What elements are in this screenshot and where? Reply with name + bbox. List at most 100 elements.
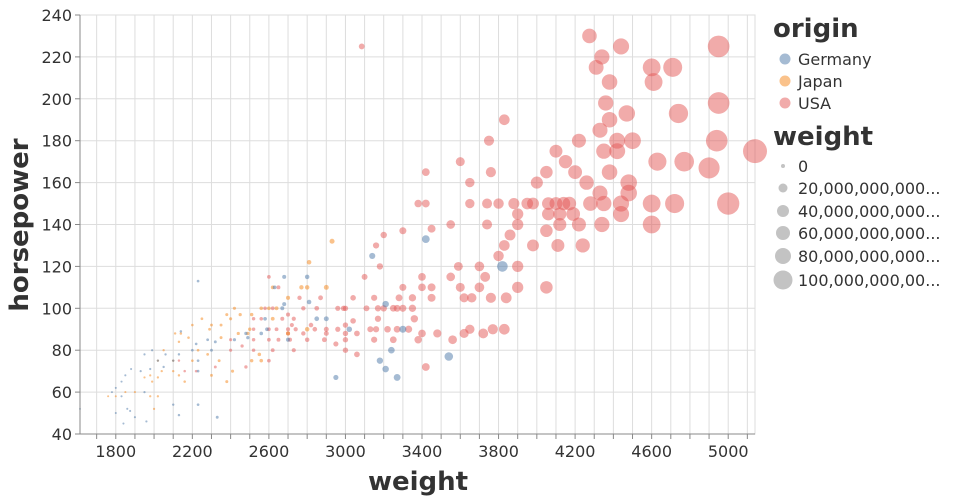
- point-germany: [177, 353, 181, 356]
- point-germany: [304, 274, 310, 280]
- point-japan: [285, 331, 291, 336]
- point-usa: [404, 325, 413, 333]
- point-germany: [177, 413, 181, 417]
- point-japan: [225, 380, 229, 384]
- y-axis-title: horsepower: [5, 138, 35, 311]
- point-usa: [389, 336, 397, 344]
- point-usa: [194, 369, 198, 373]
- point-japan: [210, 373, 213, 377]
- point-usa: [485, 167, 496, 178]
- point-usa: [350, 318, 356, 324]
- point-usa: [542, 207, 555, 221]
- point-germany: [129, 409, 132, 413]
- y-tick-label: 160: [41, 174, 72, 193]
- point-usa: [601, 164, 618, 180]
- point-usa: [380, 231, 387, 239]
- point-japan: [304, 327, 310, 332]
- point-germany: [156, 359, 160, 362]
- point-usa: [540, 165, 553, 179]
- point-usa: [354, 330, 360, 337]
- point-usa: [498, 114, 510, 126]
- point-usa: [421, 168, 430, 177]
- point-usa: [609, 143, 626, 160]
- y-tick-label: 40: [52, 425, 72, 444]
- point-usa: [493, 198, 504, 209]
- point-japan: [191, 323, 194, 327]
- point-germany: [393, 374, 401, 381]
- point-usa: [323, 326, 329, 332]
- point-usa: [568, 165, 583, 180]
- y-tick-label: 220: [41, 48, 72, 67]
- point-usa: [335, 305, 341, 311]
- x-tick-label: 4600: [631, 442, 672, 461]
- point-usa: [418, 283, 426, 292]
- x-tick-label: 3400: [402, 442, 443, 461]
- point-germany: [149, 367, 152, 371]
- point-japan: [229, 317, 233, 321]
- point-usa: [318, 295, 323, 301]
- point-usa: [251, 317, 256, 321]
- point-usa: [399, 304, 407, 312]
- point-usa: [333, 341, 339, 347]
- point-usa: [427, 293, 436, 302]
- size-legend-items: 0 20,000,000,000... 40,000,000,000... 60,00…: [773, 157, 941, 290]
- point-germany: [196, 279, 200, 283]
- point-usa: [674, 151, 694, 172]
- point-germany: [232, 338, 237, 342]
- point-usa: [177, 359, 181, 362]
- point-usa: [410, 315, 419, 323]
- x-axis-title: weight: [368, 467, 468, 497]
- point-japan: [179, 332, 183, 335]
- point-usa: [270, 348, 275, 353]
- point-japan: [177, 374, 181, 377]
- point-germany: [196, 403, 200, 407]
- point-usa: [487, 324, 498, 335]
- point-usa: [408, 294, 417, 302]
- point-usa: [707, 35, 730, 58]
- size-legend-swatch: [778, 183, 788, 193]
- point-usa: [644, 73, 663, 91]
- point-usa: [418, 273, 426, 281]
- point-usa: [482, 219, 493, 230]
- point-germany: [210, 348, 213, 352]
- point-usa: [342, 347, 349, 353]
- point-germany: [194, 342, 198, 346]
- x-tick-label: 5000: [708, 442, 749, 461]
- point-usa: [540, 224, 553, 238]
- point-germany: [333, 374, 339, 381]
- point-usa: [371, 294, 378, 301]
- point-germany: [126, 407, 129, 410]
- point-usa: [743, 139, 767, 164]
- point-usa: [571, 217, 586, 232]
- point-germany: [114, 386, 117, 389]
- point-usa: [280, 316, 285, 321]
- point-usa: [376, 263, 384, 270]
- y-tick-label: 140: [41, 216, 72, 235]
- point-japan: [259, 358, 264, 363]
- point-usa: [263, 306, 267, 311]
- point-germany: [143, 353, 146, 356]
- point-germany: [272, 285, 277, 290]
- point-japan: [151, 380, 154, 383]
- point-usa: [558, 154, 573, 169]
- point-usa: [596, 143, 612, 159]
- y-tick-label: 100: [41, 299, 72, 318]
- point-usa: [504, 229, 516, 241]
- size-legend-swatch: [775, 248, 791, 264]
- point-usa: [374, 315, 382, 322]
- point-usa: [229, 348, 233, 352]
- point-usa: [213, 365, 217, 369]
- point-usa: [648, 152, 667, 171]
- x-tick-label: 4200: [555, 442, 596, 461]
- point-usa: [455, 282, 465, 292]
- point-germany: [376, 357, 384, 364]
- point-germany: [122, 422, 125, 425]
- point-japan: [206, 353, 210, 356]
- point-japan: [171, 369, 175, 373]
- point-germany: [171, 359, 175, 362]
- point-japan: [183, 380, 186, 383]
- point-usa: [276, 337, 281, 342]
- point-usa: [393, 325, 401, 333]
- point-usa: [474, 261, 485, 272]
- point-usa: [592, 122, 608, 138]
